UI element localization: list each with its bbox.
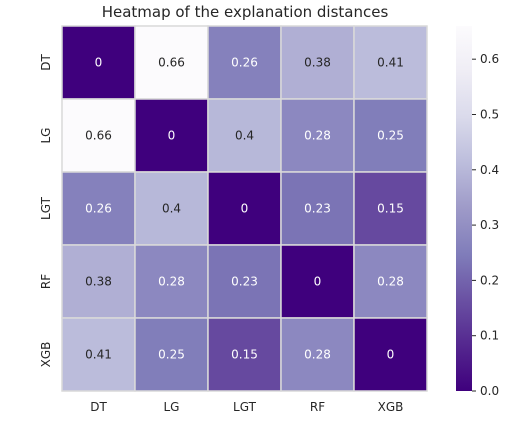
cell-value-label: 0.25	[158, 348, 185, 362]
cell-value-label: 0.41	[377, 56, 404, 70]
colorbar-tick-label: 0.1	[480, 329, 499, 343]
colorbar-gradient	[456, 26, 472, 391]
colorbar-tick-label: 0.4	[480, 163, 499, 177]
heatmap-cell	[207, 317, 282, 392]
cell-value-label: 0.4	[162, 202, 181, 216]
cell-value-label: 0.28	[158, 275, 185, 289]
heatmap-cell	[61, 317, 136, 392]
cell-value-label: 0.66	[85, 129, 112, 143]
heatmap-cell	[134, 171, 209, 246]
colorbar-tick-label: 0.2	[480, 273, 499, 287]
cell-value-label: 0.28	[304, 129, 331, 143]
x-tick-label: LG	[164, 400, 180, 414]
y-tick-label: XGB	[39, 342, 53, 368]
y-tick-labels: DT LG LGT RF XGB	[39, 54, 53, 368]
cell-value-label: 0.15	[231, 348, 258, 362]
cell-value-label: 0.26	[231, 56, 258, 70]
heatmap-cell	[61, 25, 136, 100]
cell-value-label: 0.25	[377, 129, 404, 143]
cell-value-label: 0.23	[304, 202, 331, 216]
cell-value-label: 0	[95, 56, 103, 70]
cell-value-label: 0.23	[231, 275, 258, 289]
heatmap-cell	[207, 244, 282, 319]
cell-value-label: 0.26	[85, 202, 112, 216]
colorbar: 0.0 0.1 0.2 0.3 0.4 0.5 0.6	[456, 26, 499, 398]
heatmap-cell	[353, 98, 428, 173]
x-tick-label: RF	[310, 400, 325, 414]
y-tick-label: RF	[39, 274, 53, 289]
heatmap-cell	[280, 171, 355, 246]
heatmap-cell	[353, 317, 428, 392]
cell-value-label: 0.4	[235, 129, 254, 143]
cell-value-label: 0.28	[377, 275, 404, 289]
heatmap-cell	[134, 244, 209, 319]
heatmap-cell	[280, 244, 355, 319]
cell-value-label: 0.41	[85, 348, 112, 362]
x-tick-label: LGT	[233, 400, 257, 414]
cell-value-label: 0	[387, 348, 395, 362]
x-tick-label: DT	[90, 400, 107, 414]
cell-value-label: 0	[314, 275, 322, 289]
colorbar-tick-label: 0.3	[480, 218, 499, 232]
heatmap-cell	[134, 317, 209, 392]
heatmap-cells: 0 0.66 0.26 0.38 0.41 0.66 0 0.4 0.28 0.25 0.26 0.4…	[61, 25, 428, 392]
x-tick-label: XGB	[378, 400, 404, 414]
heatmap-cell	[134, 25, 209, 100]
chart-title: Heatmap of the explanation distances	[102, 3, 389, 21]
heatmap-cell	[207, 25, 282, 100]
colorbar-tick-label: 0.5	[480, 107, 499, 121]
y-tick-label: LG	[39, 128, 53, 144]
x-tick-labels: DT LG LGT RF XGB	[90, 400, 403, 414]
heatmap-cell	[353, 244, 428, 319]
cell-value-label: 0.28	[304, 348, 331, 362]
cell-value-label: 0	[168, 129, 176, 143]
cell-value-label: 0.38	[304, 56, 331, 70]
heatmap-cell	[207, 98, 282, 173]
colorbar-tick-label: 0.6	[480, 52, 499, 66]
heatmap-cell	[61, 98, 136, 173]
cell-value-label: 0.38	[85, 275, 112, 289]
cell-value-label: 0	[241, 202, 249, 216]
y-tick-label: DT	[39, 54, 53, 71]
heatmap-cell	[61, 244, 136, 319]
colorbar-tick-label: 0.0	[480, 384, 499, 398]
cell-value-label: 0.66	[158, 56, 185, 70]
y-tick-label: LGT	[39, 196, 53, 220]
cell-value-label: 0.15	[377, 202, 404, 216]
